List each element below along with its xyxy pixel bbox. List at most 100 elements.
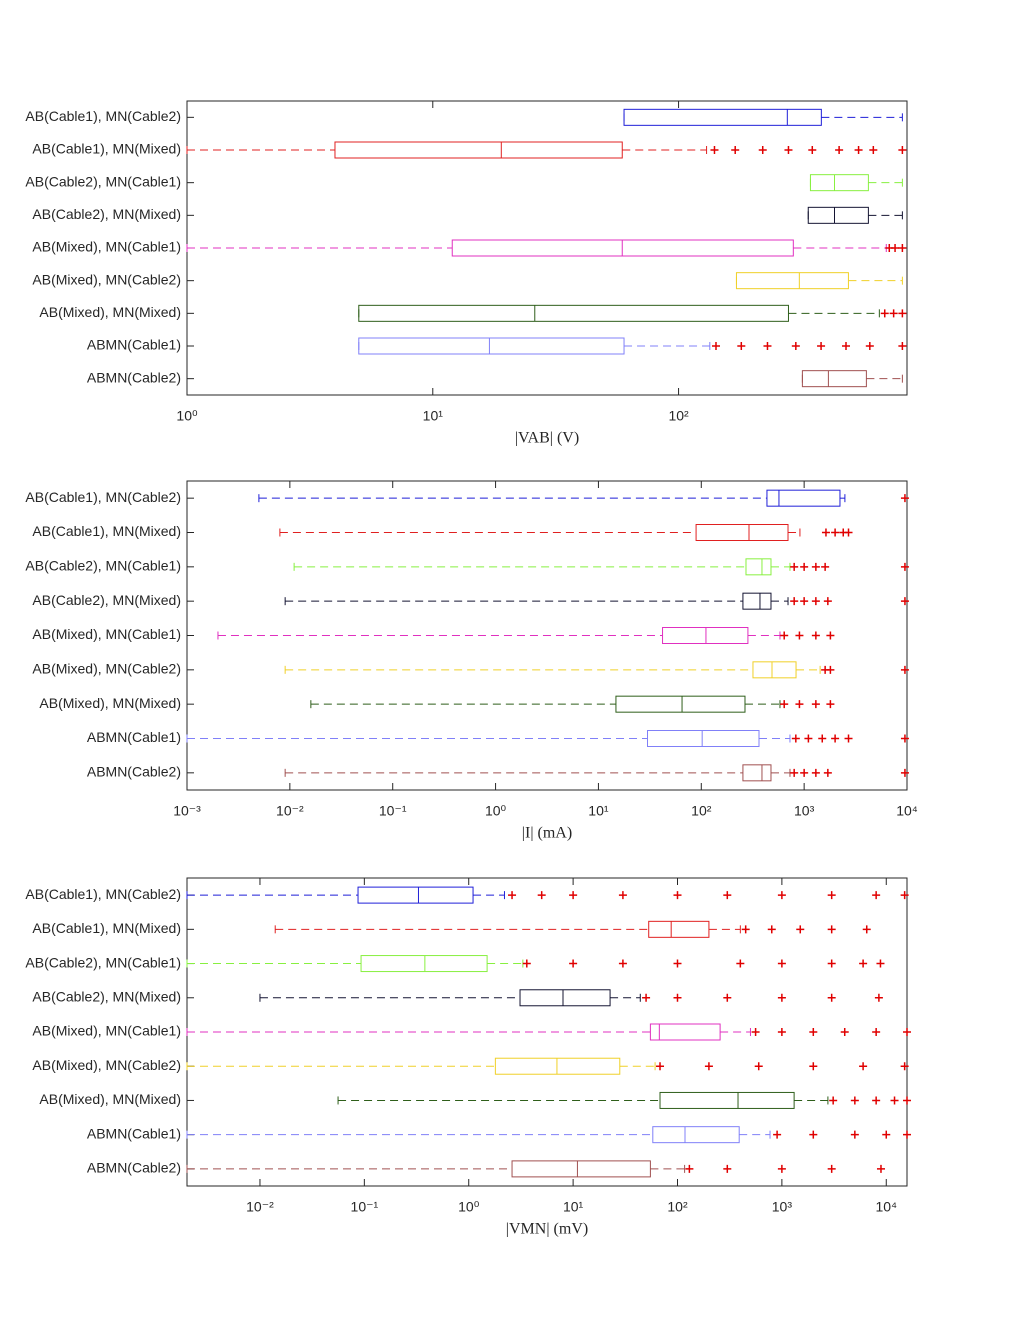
outlier	[804, 734, 813, 743]
y-tick-label: AB(Mixed), MN(Cable1)	[32, 1023, 181, 1039]
y-tick-label: AB(Mixed), MN(Cable1)	[32, 626, 181, 642]
outlier	[811, 597, 820, 606]
outlier	[795, 700, 804, 709]
outlier	[829, 1096, 838, 1105]
outlier	[763, 342, 772, 350]
outlier	[731, 146, 740, 154]
outlier	[809, 1130, 818, 1139]
outlier	[811, 700, 820, 709]
y-tick-label: AB(Cable1), MN(Mixed)	[32, 523, 181, 539]
outlier	[903, 1096, 911, 1105]
x-tick-label: 10⁻³	[173, 803, 201, 819]
outlier	[900, 734, 909, 743]
outlier	[767, 925, 776, 934]
outlier	[777, 1164, 786, 1173]
outlier	[818, 734, 827, 743]
x-tick-label: 10⁰	[485, 803, 507, 819]
box	[357, 886, 474, 904]
x-tick-label: 10⁻¹	[379, 803, 407, 819]
box	[494, 1057, 621, 1075]
outlier	[800, 562, 809, 571]
outlier	[900, 597, 909, 606]
box	[735, 272, 849, 290]
box	[766, 489, 841, 507]
outlier	[842, 342, 851, 350]
outlier	[889, 309, 898, 318]
outlier	[741, 925, 750, 934]
outlier	[618, 959, 627, 968]
outlier	[831, 528, 840, 537]
outlier	[522, 959, 531, 968]
outlier	[854, 146, 863, 154]
y-tick-label: ABMN(Cable1)	[87, 337, 181, 353]
x-tick-label: 10⁻²	[246, 1199, 274, 1215]
box	[647, 730, 760, 747]
y-tick-label: AB(Cable2), MN(Mixed)	[32, 592, 181, 608]
outlier	[811, 631, 820, 640]
outlier	[900, 1062, 909, 1071]
outlier	[723, 891, 732, 900]
box	[742, 764, 772, 782]
outlier	[850, 1130, 859, 1139]
outlier	[809, 1062, 818, 1071]
outlier	[882, 1130, 891, 1139]
x-tick-label: 10⁴	[875, 1199, 897, 1215]
x-tick-label: 10⁻²	[276, 803, 304, 819]
outlier	[736, 959, 745, 968]
y-tick-label: AB(Mixed), MN(Cable2)	[32, 661, 181, 677]
outlier	[777, 891, 786, 900]
outlier	[891, 244, 900, 252]
x-tick-label: 10¹	[423, 408, 444, 424]
outlier	[673, 959, 682, 968]
outlier	[809, 1028, 818, 1036]
x-axis-label: |I| (mA)	[522, 825, 572, 842]
outlier	[827, 993, 836, 1002]
outlier	[758, 146, 767, 154]
box	[451, 239, 794, 257]
y-tick-label: AB(Mixed), MN(Mixed)	[39, 695, 181, 711]
outlier	[795, 631, 804, 640]
outlier	[723, 993, 732, 1002]
outlier	[711, 342, 720, 350]
box	[623, 108, 822, 126]
y-tick-label: ABMN(Cable1)	[87, 1125, 181, 1141]
outlier	[903, 1130, 911, 1139]
box	[649, 1023, 721, 1041]
outlier	[723, 1164, 732, 1173]
box	[511, 1160, 651, 1178]
y-tick-label: AB(Cable2), MN(Cable1)	[25, 558, 181, 574]
y-tick-label: AB(Mixed), MN(Cable1)	[32, 239, 181, 255]
box	[652, 1126, 740, 1144]
box	[752, 661, 797, 679]
x-tick-label: 10¹	[588, 803, 609, 819]
outlier	[827, 959, 836, 968]
outlier	[704, 1062, 713, 1071]
outlier	[827, 1164, 836, 1173]
box	[334, 141, 623, 159]
outlier	[844, 734, 853, 743]
y-tick-label: AB(Cable1), MN(Mixed)	[32, 141, 181, 157]
outlier	[673, 891, 682, 900]
outlier	[826, 631, 835, 640]
outlier	[777, 959, 786, 968]
outlier	[876, 959, 885, 968]
box	[519, 989, 611, 1007]
outlier	[821, 528, 830, 537]
outlier	[900, 665, 909, 674]
outlier	[890, 1096, 899, 1105]
outlier	[844, 528, 853, 537]
outlier	[900, 494, 909, 503]
y-tick-label: AB(Cable2), MN(Cable1)	[25, 954, 181, 970]
box	[659, 1091, 795, 1109]
box	[358, 337, 625, 355]
x-tick-label: 10⁴	[896, 803, 918, 819]
outlier	[790, 562, 799, 571]
y-tick-label: AB(Cable1), MN(Cable2)	[25, 886, 181, 902]
outlier	[827, 891, 836, 900]
outlier	[790, 597, 799, 606]
y-tick-label: AB(Cable1), MN(Mixed)	[32, 920, 181, 936]
outlier	[835, 146, 844, 154]
outlier	[903, 1028, 911, 1036]
outlier	[777, 1028, 786, 1036]
y-tick-label: AB(Mixed), MN(Cable2)	[32, 271, 181, 287]
